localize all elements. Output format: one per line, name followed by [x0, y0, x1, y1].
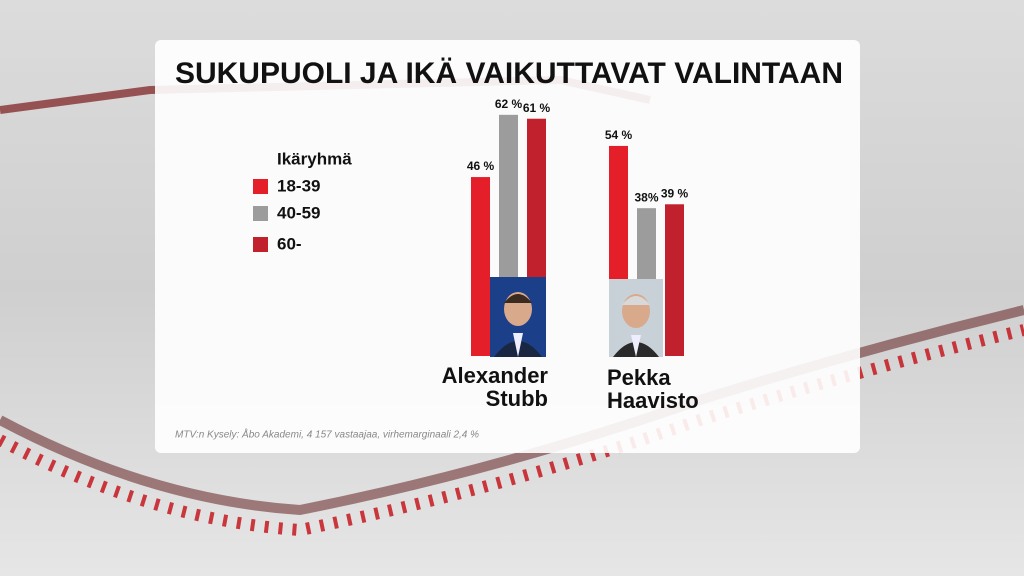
photo-hair	[622, 296, 650, 305]
legend-swatch	[253, 179, 268, 194]
source-note: MTV:n Kysely: Åbo Akademi, 4 157 vastaaj…	[175, 428, 479, 441]
legend-label: 60-	[277, 234, 302, 253]
value-label: 62 %	[495, 97, 523, 111]
value-label: 54 %	[605, 128, 633, 142]
photo-shirt	[631, 335, 641, 357]
photo-shirt	[513, 333, 523, 357]
legend-swatch	[253, 206, 268, 221]
photo-hair	[504, 294, 532, 303]
category-label: Alexander Stubb	[441, 363, 548, 411]
legend-label: 18-39	[277, 176, 320, 195]
value-label: 46 %	[467, 159, 495, 173]
legend-swatch	[253, 237, 268, 252]
value-label: 38%	[634, 190, 658, 204]
legend-title: Ikäryhmä	[277, 149, 352, 168]
bar	[471, 177, 490, 356]
legend-label: 40-59	[277, 203, 320, 222]
value-label: 61 %	[523, 101, 551, 115]
chart-title: SUKUPUOLI JA IKÄ VAIKUTTAVAT VALINTAAN	[175, 57, 843, 90]
bar	[665, 204, 684, 356]
category-label: Pekka Haavisto	[607, 365, 699, 413]
value-label: 39 %	[661, 186, 689, 200]
